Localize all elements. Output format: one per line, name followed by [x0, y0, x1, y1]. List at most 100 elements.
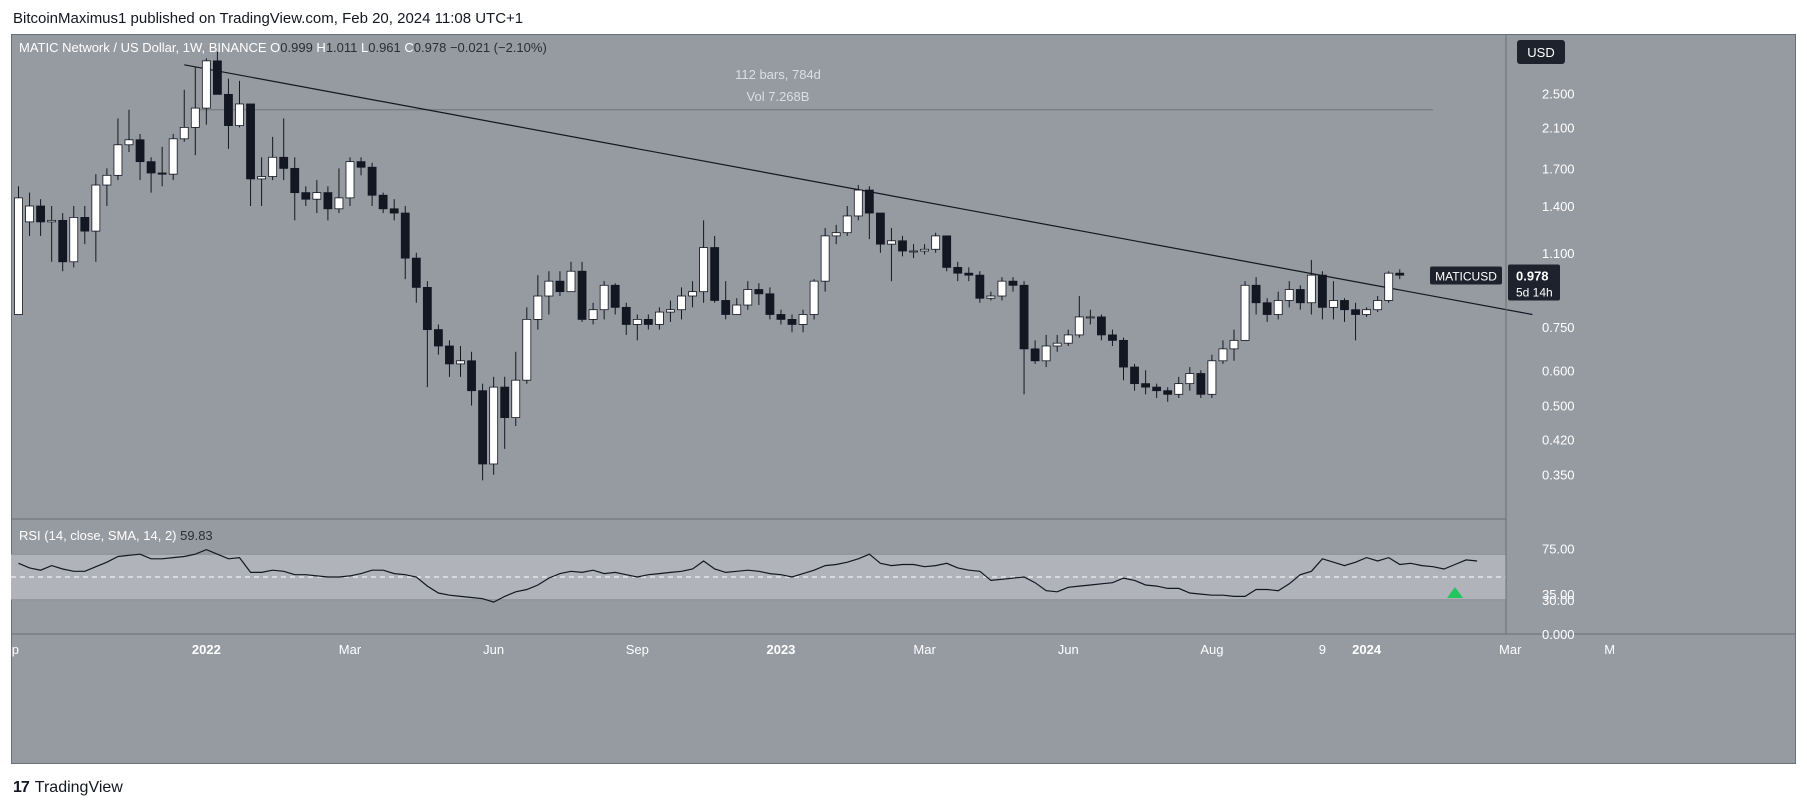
candle-down: [787, 318, 797, 325]
candle-down: [422, 286, 432, 331]
candle-down: [58, 219, 68, 263]
candle-up: [853, 189, 863, 217]
candle-down: [643, 318, 653, 325]
candle-up: [887, 240, 896, 245]
candle-up: [986, 295, 996, 299]
candle-down: [1019, 284, 1029, 350]
time-tick-label: M: [1604, 642, 1615, 657]
rsi-signal-arrow: [1447, 587, 1463, 598]
candle-down: [1395, 272, 1405, 276]
candle-up: [1063, 334, 1073, 344]
candle-up: [1085, 316, 1095, 319]
last-price-box: [1508, 264, 1560, 301]
chart-frame: [11, 34, 1796, 764]
candle-up: [666, 309, 675, 313]
candle-up: [91, 184, 101, 232]
last-price-value: 0.978: [1516, 269, 1549, 284]
candle-up: [1273, 300, 1283, 315]
time-tick-label: 2024: [1352, 642, 1382, 657]
candle-down: [1097, 316, 1106, 336]
time-tick-label: Sep: [11, 642, 19, 657]
candle-down: [621, 306, 631, 325]
candle-up: [1041, 345, 1051, 362]
candle-up: [1218, 348, 1228, 362]
candle-up: [632, 318, 642, 325]
candle-up: [257, 176, 267, 180]
candle-down: [500, 386, 510, 418]
candle-up: [113, 144, 123, 176]
candle-up: [522, 318, 532, 381]
candle-up: [699, 247, 708, 293]
tradingview-logo-icon: 17: [13, 779, 30, 796]
candle-up: [201, 60, 211, 109]
candle-down: [445, 345, 454, 365]
candle-down: [433, 329, 443, 347]
footer-logo-text: TradingView: [34, 779, 123, 796]
candle-down: [1108, 334, 1117, 341]
candle-up: [655, 311, 664, 325]
candle-up: [235, 103, 244, 126]
legend-part: O: [270, 40, 280, 55]
symbol-label: MATICUSD: [1435, 270, 1497, 284]
candle-down: [301, 192, 311, 200]
legend-part: MATIC Network / US Dollar, 1W, BINANCE: [19, 40, 270, 55]
candle-down: [224, 93, 233, 126]
candle-up: [268, 156, 278, 177]
candle-down: [1262, 302, 1272, 315]
candle-down: [1163, 390, 1173, 395]
rsi-tick-label: 75.00: [1542, 542, 1575, 557]
candle-up: [1284, 289, 1294, 301]
rsi-line: [18, 548, 1478, 603]
candle-up: [1052, 342, 1062, 347]
candle-up: [179, 127, 189, 140]
candle-up: [1185, 373, 1195, 385]
candle-up: [798, 314, 808, 325]
candle-up: [842, 215, 852, 234]
candle-up: [820, 235, 830, 282]
candle-down: [389, 208, 399, 214]
candle-down: [1141, 383, 1150, 388]
candle-up: [168, 138, 178, 175]
candle-up: [931, 235, 941, 250]
candle-up: [909, 250, 918, 253]
candle-down: [1130, 366, 1139, 385]
candle-down: [1196, 373, 1206, 395]
candle-down: [864, 189, 874, 214]
candle-up: [566, 270, 576, 293]
candle-down: [876, 212, 885, 245]
currency-button[interactable]: [1517, 40, 1565, 64]
candle-up: [334, 197, 344, 210]
candle-up: [489, 386, 499, 465]
time-tick-label: Sep: [626, 642, 649, 657]
bar-countdown: 5d 14h: [1516, 286, 1553, 300]
candle-down: [367, 166, 377, 196]
rsi-legend: RSI (14, close, SMA, 14, 2) 59.83: [19, 528, 213, 543]
candle-down: [1340, 300, 1349, 311]
legend-part: L: [361, 40, 368, 55]
candle-up: [732, 304, 742, 315]
candle-up: [456, 360, 465, 365]
rsi-tick-label: 30.00: [1542, 593, 1575, 608]
candle-up: [1229, 339, 1239, 350]
price-tick-label: 2.500: [1542, 87, 1575, 102]
candle-up: [1329, 300, 1338, 308]
candle-down: [975, 274, 985, 299]
candle-up: [69, 217, 79, 263]
price-tick-label: 0.350: [1542, 468, 1575, 483]
candle-down: [1295, 289, 1305, 304]
candle-up: [511, 379, 521, 418]
chart-svg[interactable]: 2.500 2.100 1.700 1.400 1.100 0.750 0.600 0.500…: [11, 34, 1796, 764]
candle-down: [1351, 309, 1360, 315]
candle-down: [1030, 348, 1040, 362]
candle-up: [677, 295, 686, 311]
candle-up: [1362, 309, 1371, 315]
tradingview-footer[interactable]: 17 TradingView: [13, 779, 123, 797]
legend-part: 1.011: [326, 40, 361, 55]
candle-down: [1008, 280, 1018, 286]
rsi-tick-label: 35.00: [1542, 587, 1575, 602]
candle-down: [555, 280, 565, 293]
candle-down: [356, 161, 366, 168]
candle-down: [710, 247, 720, 301]
candle-up: [1373, 300, 1383, 311]
candle-down: [157, 172, 167, 175]
